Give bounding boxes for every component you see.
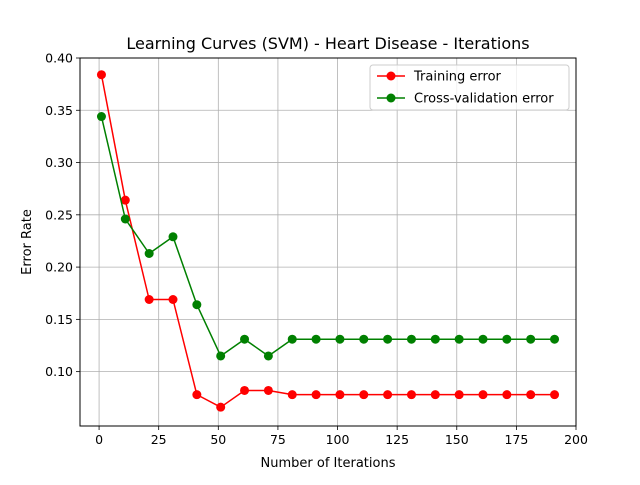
data-point-training bbox=[430, 390, 440, 400]
data-point-training bbox=[311, 390, 321, 400]
data-point-training bbox=[240, 385, 250, 395]
data-point-training bbox=[406, 390, 416, 400]
data-point-cv bbox=[120, 214, 130, 224]
x-axis-label: Number of Iterations bbox=[261, 456, 396, 471]
data-point-training bbox=[502, 390, 512, 400]
data-point-cv bbox=[383, 334, 393, 344]
data-point-cv bbox=[502, 334, 512, 344]
x-tick-label: 0 bbox=[95, 432, 103, 447]
data-point-cv bbox=[263, 351, 273, 361]
data-point-cv bbox=[454, 334, 464, 344]
data-point-training bbox=[192, 390, 202, 400]
y-tick-label: 0.15 bbox=[45, 312, 73, 327]
x-tick-label: 50 bbox=[210, 432, 226, 447]
data-point-cv bbox=[359, 334, 369, 344]
x-tick-label: 175 bbox=[504, 432, 528, 447]
y-tick-label: 0.25 bbox=[45, 207, 73, 222]
data-point-training bbox=[263, 385, 273, 395]
legend-marker-cv bbox=[386, 93, 396, 103]
legend-label-training: Training error bbox=[413, 70, 502, 85]
data-point-cv bbox=[168, 232, 178, 242]
data-point-cv bbox=[526, 334, 536, 344]
data-point-cv bbox=[430, 334, 440, 344]
x-tick-label: 75 bbox=[270, 432, 286, 447]
y-tick-label: 0.10 bbox=[45, 364, 73, 379]
data-point-cv bbox=[478, 334, 488, 344]
data-point-training bbox=[287, 390, 297, 400]
data-point-cv bbox=[550, 334, 560, 344]
data-point-training bbox=[383, 390, 393, 400]
x-tick-label: 150 bbox=[445, 432, 469, 447]
data-point-cv bbox=[96, 112, 106, 122]
chart-title: Learning Curves (SVM) - Heart Disease - … bbox=[126, 34, 529, 53]
data-point-training bbox=[550, 390, 560, 400]
data-point-training bbox=[120, 195, 130, 205]
x-tick-label: 100 bbox=[326, 432, 350, 447]
y-tick-label: 0.40 bbox=[45, 51, 73, 66]
data-point-cv bbox=[192, 300, 202, 310]
y-tick-label: 0.20 bbox=[45, 260, 73, 275]
data-point-cv bbox=[216, 351, 226, 361]
data-point-cv bbox=[287, 334, 297, 344]
legend-marker-training bbox=[386, 71, 396, 81]
data-point-training bbox=[526, 390, 536, 400]
y-tick-label: 0.30 bbox=[45, 155, 73, 170]
plot-frame bbox=[79, 57, 577, 427]
data-point-cv bbox=[144, 249, 154, 258]
data-point-training bbox=[144, 295, 154, 304]
legend-label-cv: Cross-validation error bbox=[414, 92, 554, 107]
data-point-cv bbox=[311, 334, 321, 344]
y-axis-label: Error Rate bbox=[20, 209, 35, 275]
data-point-training bbox=[168, 295, 178, 304]
series-layer bbox=[96, 70, 560, 412]
legend-box bbox=[369, 64, 570, 111]
x-tick-label: 25 bbox=[151, 432, 167, 447]
x-tick-label: 200 bbox=[564, 432, 588, 447]
data-point-training bbox=[359, 390, 369, 400]
data-point-cv bbox=[335, 334, 345, 344]
data-point-training bbox=[335, 390, 345, 400]
data-point-training bbox=[454, 390, 464, 400]
y-tick-label: 0.35 bbox=[45, 103, 73, 118]
data-point-training bbox=[478, 390, 488, 400]
x-tick-label: 125 bbox=[385, 432, 409, 447]
data-point-cv bbox=[406, 334, 416, 344]
data-point-training bbox=[216, 402, 226, 412]
data-point-cv bbox=[240, 334, 250, 344]
axis-ticks: 0 25 50 75 100 125 150 175 200 0.10 0.15 0.20 0.25 0.… bbox=[45, 51, 588, 448]
legend: Training error Cross-validation error bbox=[369, 64, 570, 111]
data-point-training bbox=[96, 70, 106, 80]
